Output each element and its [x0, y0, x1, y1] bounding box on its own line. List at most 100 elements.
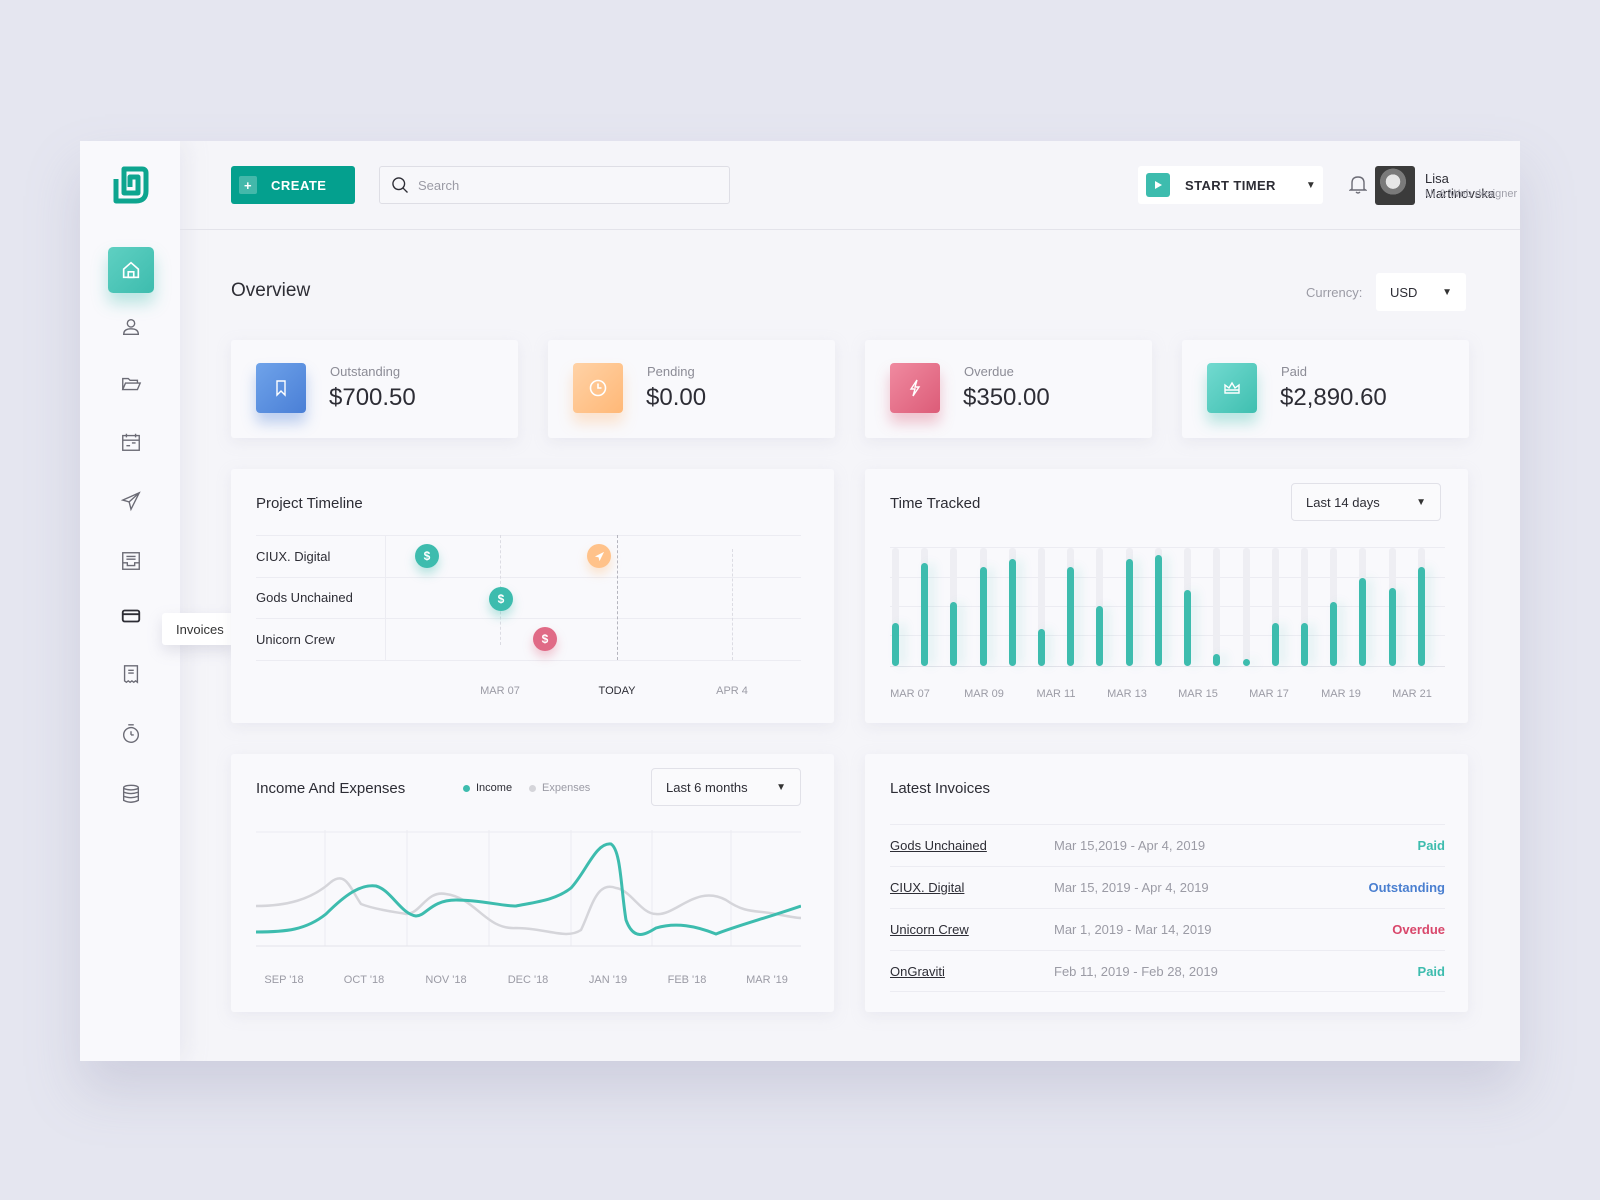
income-range-dropdown[interactable]: Last 6 months ▼ [651, 768, 801, 806]
time-bar[interactable] [1009, 559, 1016, 666]
top-header: + CREATE START TIMER ▼ Lisa Martinovska … [180, 141, 1520, 230]
time-bar[interactable] [1389, 588, 1396, 666]
project-timeline-panel: Project Timeline CIUX. Digital Gods Unch… [231, 469, 834, 723]
page-title: Overview [231, 280, 311, 301]
axis-label: JAN '19 [588, 974, 628, 986]
time-tracked-panel: Time Tracked Last 14 days ▼ MAR 07 MAR 0… [865, 469, 1468, 723]
invoice-dates: Mar 1, 2019 - Mar 14, 2019 [1054, 922, 1212, 937]
sidebar-item-inbox[interactable] [108, 538, 154, 584]
currency-value: USD [1390, 284, 1418, 300]
time-bar[interactable] [950, 602, 957, 666]
chevron-down-icon: ▼ [776, 781, 786, 793]
currency-select[interactable]: USD ▼ [1376, 273, 1466, 311]
payment-marker[interactable]: $ [489, 587, 513, 611]
time-bar[interactable] [1272, 623, 1279, 666]
time-bar[interactable] [1155, 555, 1162, 666]
time-bar[interactable] [1213, 654, 1220, 666]
create-button[interactable]: + CREATE [231, 166, 355, 204]
time-bar[interactable] [1126, 559, 1133, 666]
sent-marker[interactable] [587, 544, 611, 568]
invoice-row[interactable]: Unicorn Crew Mar 1, 2019 - Mar 14, 2019 … [890, 908, 1445, 950]
time-bar[interactable] [1330, 602, 1337, 666]
clock-icon [573, 363, 623, 413]
chevron-down-icon: ▼ [1442, 286, 1452, 298]
sidebar-item-calendar[interactable] [108, 419, 154, 465]
time-bar[interactable] [980, 567, 987, 666]
sidebar: Invoices [80, 141, 238, 1061]
time-bar[interactable] [921, 563, 928, 666]
invoice-client-link[interactable]: OnGraviti [890, 964, 945, 979]
chevron-down-icon: ▼ [1416, 496, 1426, 508]
bell-icon[interactable] [1349, 174, 1367, 194]
invoice-dates: Feb 11, 2019 - Feb 28, 2019 [1054, 964, 1218, 979]
avatar[interactable] [1375, 166, 1415, 205]
invoice-client-link[interactable]: Unicorn Crew [890, 922, 969, 937]
payment-marker[interactable]: $ [533, 627, 557, 651]
axis-label: OCT '18 [343, 974, 385, 986]
stat-value: $700.50 [329, 384, 416, 411]
axis-label: MAR 07 [480, 685, 520, 697]
bar-track [1038, 548, 1045, 666]
sidebar-item-home[interactable] [108, 247, 154, 293]
stat-card-pending[interactable]: Pending $0.00 [548, 340, 835, 438]
invoice-row[interactable]: Gods Unchained Mar 15,2019 - Apr 4, 2019… [890, 824, 1445, 866]
income-line [256, 842, 801, 936]
paper-plane-icon [594, 551, 604, 561]
divider [256, 660, 801, 661]
stat-card-outstanding[interactable]: Outstanding $700.50 [231, 340, 518, 438]
plus-icon: + [239, 176, 257, 194]
invoice-row[interactable]: CIUX. Digital Mar 15, 2019 - Apr 4, 2019… [890, 866, 1445, 908]
time-bar[interactable] [1184, 590, 1191, 666]
stat-label: Pending [647, 364, 695, 379]
sidebar-item-send[interactable] [108, 478, 154, 524]
chevron-down-icon[interactable]: ▼ [1305, 179, 1316, 191]
time-bar[interactable] [1096, 606, 1103, 666]
legend-income: Income [463, 782, 512, 794]
search-box[interactable] [379, 166, 730, 204]
time-bar[interactable] [1067, 567, 1074, 666]
axis-label: MAR 13 [1107, 688, 1147, 700]
axis-label: MAR 11 [1036, 688, 1076, 700]
create-label: CREATE [271, 177, 327, 193]
currency-label: Currency: [1306, 285, 1363, 300]
play-icon [1146, 173, 1170, 197]
stat-card-overdue[interactable]: Overdue $350.00 [865, 340, 1152, 438]
credit-card-icon [121, 609, 141, 623]
invoice-client-link[interactable]: CIUX. Digital [890, 880, 965, 895]
sidebar-item-database[interactable] [108, 771, 154, 817]
start-timer-button[interactable]: START TIMER ▼ [1138, 166, 1323, 204]
axis-label: MAR 21 [1392, 688, 1432, 700]
start-timer-label: START TIMER [1185, 177, 1276, 193]
stat-label: Overdue [964, 364, 1014, 379]
stat-label: Paid [1281, 364, 1308, 379]
sidebar-item-timer[interactable] [108, 711, 154, 757]
expenses-dot-icon [529, 784, 536, 792]
sidebar-item-invoices[interactable] [108, 593, 154, 639]
status-badge: Overdue [1392, 922, 1445, 937]
search-input[interactable] [418, 177, 698, 193]
time-bar[interactable] [1359, 578, 1366, 666]
time-range-dropdown[interactable]: Last 14 days ▼ [1291, 483, 1441, 521]
invoice-row[interactable]: OnGraviti Feb 11, 2019 - Feb 28, 2019 Pa… [890, 950, 1445, 992]
sidebar-item-receipts[interactable] [108, 651, 154, 697]
time-bar[interactable] [892, 623, 899, 666]
stat-card-paid[interactable]: Paid $2,890.60 [1182, 340, 1469, 438]
income-dot-icon [463, 784, 470, 792]
axis-label: MAR 09 [964, 688, 1004, 700]
income-expenses-panel: Income And Expenses Income Expenses Last… [231, 754, 834, 1012]
time-bar[interactable] [1301, 623, 1308, 666]
axis-label: MAR 15 [1178, 688, 1218, 700]
payment-marker[interactable]: $ [415, 544, 439, 568]
time-bar[interactable] [1418, 567, 1425, 666]
sidebar-item-clients[interactable] [108, 304, 154, 350]
user-icon [122, 318, 140, 336]
inbox-icon [122, 552, 140, 570]
app-window: Invoices + CREATE START TIMER ▼ Li [80, 141, 1520, 1061]
panel-title: Time Tracked [890, 495, 981, 512]
sidebar-item-projects[interactable] [108, 361, 154, 407]
paper-plane-icon [120, 491, 141, 512]
home-icon [122, 261, 140, 279]
time-bar[interactable] [1038, 629, 1045, 666]
time-bar[interactable] [1243, 659, 1250, 666]
invoice-client-link[interactable]: Gods Unchained [890, 838, 987, 853]
